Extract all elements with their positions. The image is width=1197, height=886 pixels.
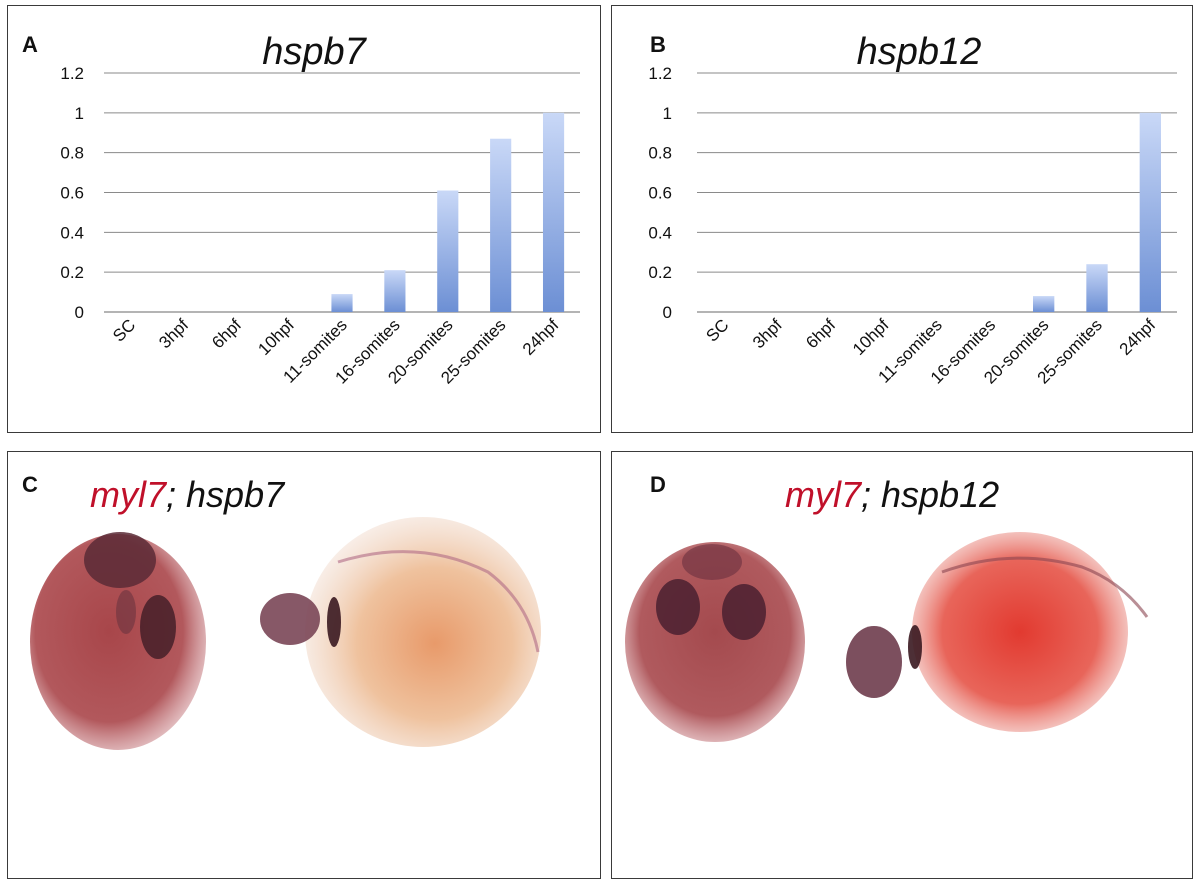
panel-b: B hspb12 0 0.2 0.4 0.6 0.8 1 1.2 SC 3hpf 6hpf 10hpf… <box>611 5 1193 433</box>
panel-letter-d: D <box>650 472 666 497</box>
panel-letter-c: C <box>22 472 38 497</box>
bar-25-somites <box>490 138 512 312</box>
target-gene-label: hspb12 <box>871 474 1000 515</box>
x-tick-label: SC <box>702 315 732 345</box>
heart-stain-lateral <box>908 625 922 669</box>
panel-letter-b: B <box>650 32 666 57</box>
panel-letter-a: A <box>22 32 38 57</box>
embryo-photo-c <box>30 517 541 750</box>
chart-title: hspb7 <box>262 31 367 73</box>
heart-stain-lateral <box>327 597 341 647</box>
y-tick-label: 0.2 <box>60 263 84 282</box>
y-tick-label: 1.2 <box>60 64 84 83</box>
panel-a: A hspb7 0 0.2 0.4 0.6 0.8 1 1.2 SC 3hpf 6hpf 10hpf 1… <box>7 5 601 433</box>
bar-11-somites <box>331 294 353 312</box>
y-tick-label: 0.4 <box>60 223 84 242</box>
photo-title-d: myl7; hspb12 <box>785 474 999 516</box>
x-tick-label: 3hpf <box>155 315 192 352</box>
x-tick-label: 24hpf <box>519 315 563 359</box>
embryo-eye-left <box>656 579 700 635</box>
y-tick-label: 1 <box>75 104 84 123</box>
bar-16-somites <box>384 270 406 312</box>
bar-25-somites <box>1086 264 1108 312</box>
heart-stain <box>140 595 176 659</box>
panel-d: D myl7; hspb12 <box>611 451 1193 879</box>
x-tick-label: 6hpf <box>802 315 839 352</box>
y-tick-label: 0.6 <box>60 184 84 203</box>
x-tick-label: SC <box>109 315 139 345</box>
target-gene-label: hspb7 <box>176 474 285 515</box>
embryo-frontal <box>30 534 206 750</box>
y-tick-label: 0.8 <box>60 144 84 163</box>
y-tick-label: 1 <box>663 104 672 123</box>
bar-20-somites <box>437 190 459 312</box>
embryo-head-stain <box>84 532 156 588</box>
title-separator: ; <box>861 474 872 515</box>
embryo-eye <box>846 626 902 698</box>
panel-c: C myl7; hspb7 <box>7 451 601 879</box>
y-tick-label: 0.4 <box>648 223 672 242</box>
marker-gene-label: myl7 <box>785 474 862 515</box>
marker-gene-label: myl7 <box>90 474 167 515</box>
y-tick-label: 0.2 <box>648 263 672 282</box>
title-separator: ; <box>166 474 177 515</box>
bar-24hpf <box>542 112 565 312</box>
embryo-lateral-yolk <box>305 517 541 747</box>
y-tick-label: 0 <box>75 303 84 322</box>
y-tick-label: 1.2 <box>648 64 672 83</box>
x-tick-label: 3hpf <box>749 315 786 352</box>
x-tick-label: 24hpf <box>1116 315 1160 359</box>
x-tick-label: 10hpf <box>849 315 893 359</box>
y-tick-label: 0.6 <box>648 184 672 203</box>
x-tick-label: 6hpf <box>208 315 245 352</box>
embryo-lateral-yolk <box>912 532 1128 732</box>
y-tick-label: 0 <box>663 303 672 322</box>
embryo-eye-right <box>722 584 766 640</box>
bar-24hpf <box>1139 112 1161 312</box>
bar-20-somites <box>1033 296 1055 312</box>
x-tick-label: 10hpf <box>254 315 298 359</box>
chart-title: hspb12 <box>857 31 982 73</box>
embryo-photo-d <box>625 532 1149 742</box>
photo-title-c: myl7; hspb7 <box>90 474 284 516</box>
embryo-eye <box>260 593 320 645</box>
y-tick-label: 0.8 <box>648 144 672 163</box>
